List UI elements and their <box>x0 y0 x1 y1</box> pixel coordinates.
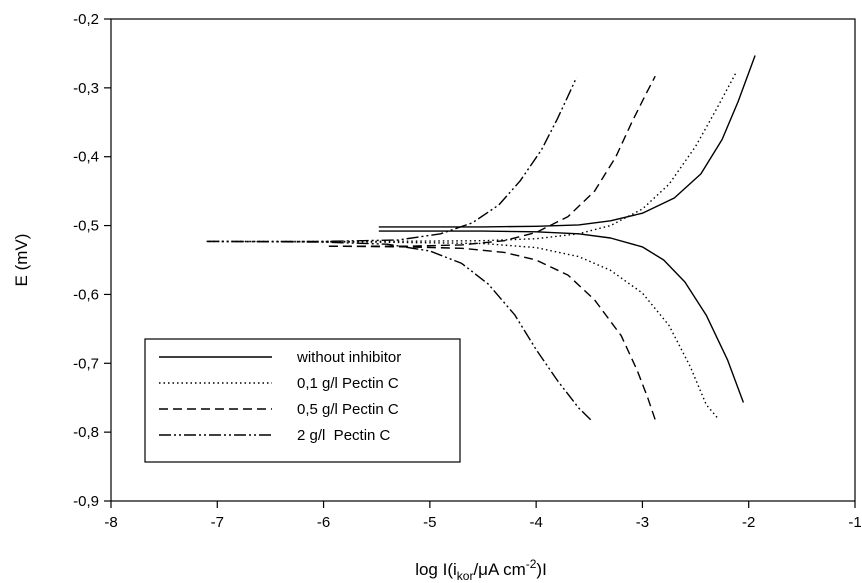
y-tick-label: -0,4 <box>73 149 99 166</box>
x-tick-label: -1 <box>848 514 861 531</box>
x-axis-title-prefix: log I(i <box>415 560 457 579</box>
series-line-anodic-1 <box>378 55 756 228</box>
legend-box <box>144 338 461 463</box>
x-tick-label: -5 <box>423 514 436 531</box>
x-tick-label: -4 <box>529 514 542 531</box>
y-axis-title: E (mV) <box>12 234 31 287</box>
y-tick-label: -0,6 <box>73 286 99 303</box>
x-tick-label: -8 <box>104 514 117 531</box>
x-axis-title-suffix: )I <box>536 560 546 579</box>
y-tick-label: -0,7 <box>73 355 99 372</box>
y-tick-label: -0,9 <box>73 493 99 510</box>
y-tick-label: -0,5 <box>73 218 99 235</box>
x-tick-label: -2 <box>742 514 755 531</box>
legend-label: 0,5 g/l Pectin C <box>297 401 399 418</box>
x-tick-label: -3 <box>636 514 649 531</box>
x-axis-title-sup: -2 <box>526 557 537 571</box>
x-tick-label: -6 <box>317 514 330 531</box>
legend-label: 0,1 g/l Pectin C <box>297 375 399 392</box>
y-tick-label: -0,2 <box>73 11 99 28</box>
y-tick-label: -0,8 <box>73 424 99 441</box>
series-line-anodic-3 <box>328 75 656 247</box>
x-tick-label: -7 <box>211 514 224 531</box>
x-axis-title-mid: /μA cm <box>473 560 525 579</box>
series-line-anodic-2 <box>208 72 737 243</box>
legend-label: without inhibitor <box>296 349 401 366</box>
series-line-cathodic-3 <box>328 245 656 420</box>
plot-area-frame <box>110 18 856 502</box>
series-line-cathodic-1 <box>378 230 745 403</box>
x-axis-title-sub: kor <box>457 569 474 583</box>
x-axis-title: log I(ikor/μA cm-2)I <box>415 557 547 583</box>
series-line-cathodic-4 <box>206 240 592 421</box>
series-line-anodic-4 <box>206 77 578 243</box>
series-line-cathodic-2 <box>208 240 720 421</box>
y-tick-label: -0,3 <box>73 80 99 97</box>
legend-label: 2 g/l Pectin C <box>297 427 391 444</box>
